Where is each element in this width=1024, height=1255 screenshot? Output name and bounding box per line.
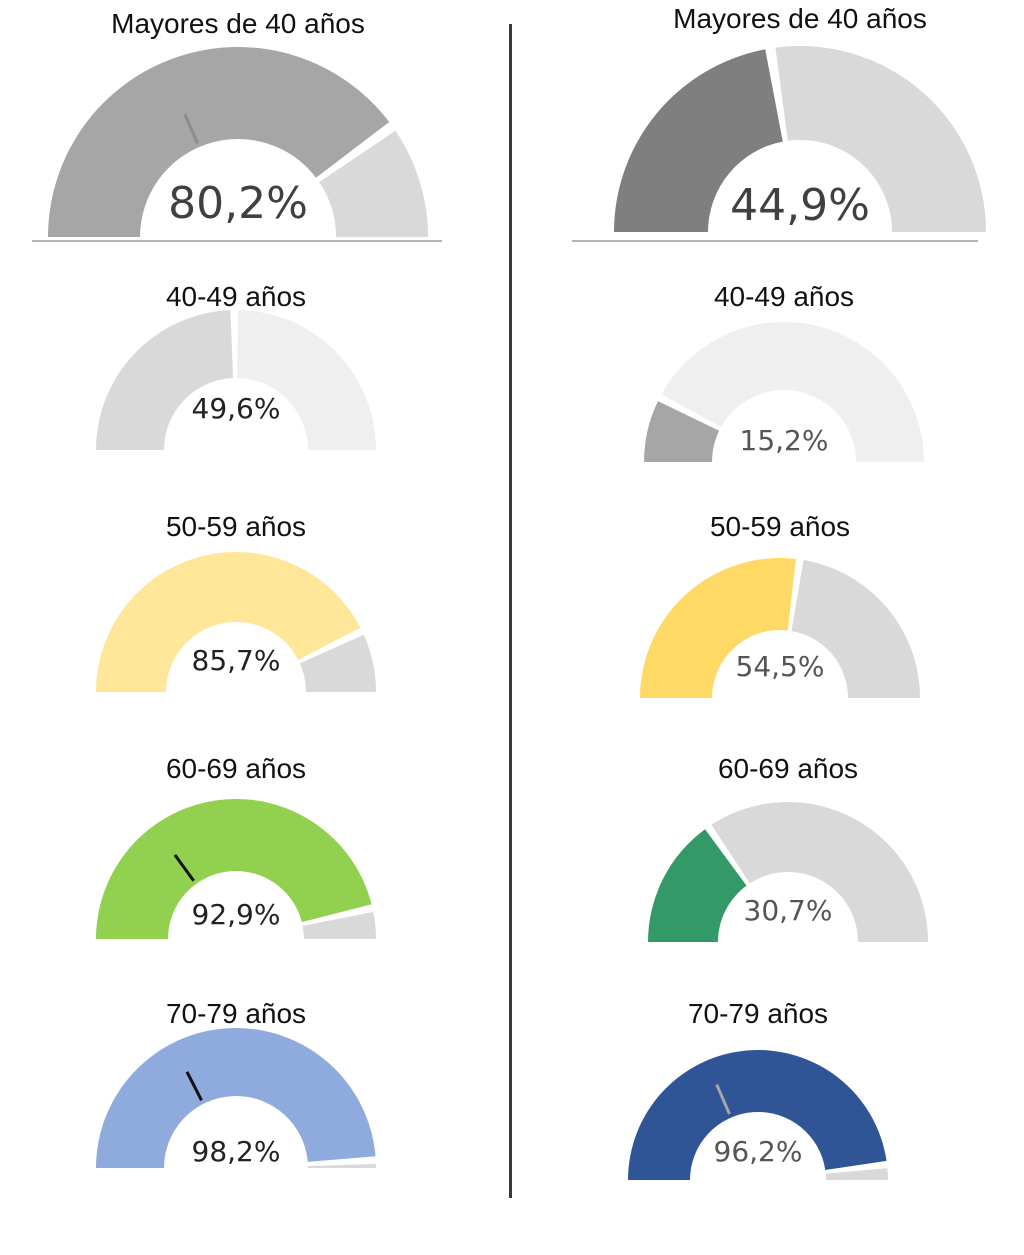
gauge-filled-segment — [96, 310, 234, 450]
gauge-title: 50-59 años — [709, 511, 851, 542]
gauge-title: Mayores de 40 años — [673, 3, 927, 34]
gauge-title: 70-79 años — [687, 998, 829, 1029]
gauge-5: 70-79 años 98,2% — [60, 995, 412, 1255]
gauge-arc-svg — [48, 46, 428, 237]
gauge-value-label: 85,7% — [191, 644, 281, 677]
gauge-title: 60-69 años — [717, 753, 859, 784]
gauge-arc-svg — [96, 1028, 376, 1168]
gauge-filled-segment — [614, 49, 783, 233]
gauge-remaining-segment — [791, 560, 920, 698]
gauge-remaining-segment — [307, 1163, 376, 1168]
gauge-remaining-segment — [319, 130, 428, 237]
gauge-2: 40-49 años 49,6% — [60, 278, 412, 538]
gauge-arc-svg — [614, 46, 986, 233]
gauge-filled-segment — [640, 558, 796, 698]
gauge-arc-svg — [644, 321, 924, 462]
gauge-filled-segment — [644, 401, 720, 462]
right-summary-baseline — [572, 240, 978, 242]
gauge-remaining-segment — [302, 911, 376, 939]
gauge-title: Mayores de 40 años — [111, 8, 365, 39]
gauge-arc-svg — [628, 1050, 888, 1180]
gauge-4: 60-69 años 92,9% — [60, 750, 412, 1010]
gauge-arc-svg — [96, 552, 376, 692]
gauge-7: 40-49 años 15,2% — [600, 278, 968, 538]
gauge-1: Mayores de 40 años 80,2% — [30, 0, 446, 260]
gauge-chart-panel: Mayores de 40 años 80,2% 40-49 años 49,6% 50… — [30, 0, 1024, 1198]
gauge-arc-svg — [96, 310, 376, 450]
gauge-needle — [183, 113, 199, 144]
gauge-remaining-segment — [237, 310, 376, 450]
gauge-remaining-segment — [299, 634, 376, 692]
gauge-filled-segment — [96, 552, 361, 692]
gauge-value-label: 44,9% — [730, 180, 870, 231]
gauge-value-label: 92,9% — [191, 898, 281, 931]
gauge-3: 50-59 años 85,7% — [60, 508, 412, 768]
gauge-remaining-segment — [775, 46, 986, 233]
column-divider — [509, 24, 512, 1198]
gauge-filled-segment — [96, 1028, 376, 1168]
left-summary-baseline — [32, 240, 442, 242]
gauge-10: 70-79 años 96,2% — [600, 995, 916, 1255]
gauge-title: 60-69 años — [165, 753, 307, 784]
gauge-needle — [185, 1071, 203, 1101]
gauge-value-label: 80,2% — [168, 178, 308, 229]
gauge-filled-segment — [48, 46, 390, 237]
gauge-value-label: 49,6% — [191, 392, 281, 425]
gauge-value-label: 98,2% — [191, 1135, 281, 1168]
gauge-filled-segment — [648, 829, 747, 942]
gauge-value-label: 15,2% — [739, 424, 829, 457]
gauge-arc-svg — [648, 802, 928, 942]
gauge-title: 40-49 años — [713, 281, 855, 312]
gauge-value-label: 96,2% — [713, 1135, 803, 1168]
gauge-value-label: 54,5% — [735, 650, 825, 683]
gauge-8: 50-59 años 54,5% — [600, 508, 960, 768]
gauge-filled-segment — [628, 1050, 887, 1180]
gauge-arc-svg — [640, 558, 920, 698]
gauge-value-label: 30,7% — [743, 894, 833, 927]
gauge-title: 40-49 años — [165, 281, 307, 312]
gauge-filled-segment — [96, 798, 372, 939]
gauge-title: 50-59 años — [165, 511, 307, 542]
gauge-arc-svg — [96, 798, 376, 939]
gauge-title: 70-79 años — [165, 998, 307, 1029]
gauge-needle — [173, 853, 195, 882]
gauge-remaining-segment — [661, 321, 924, 462]
gauge-9: 60-69 años 30,7% — [600, 750, 976, 1010]
gauge-needle — [715, 1083, 731, 1115]
gauge-remaining-segment — [825, 1168, 888, 1180]
gauge-remaining-segment — [711, 802, 928, 942]
gauge-6: Mayores de 40 años 44,9% — [570, 0, 1024, 260]
